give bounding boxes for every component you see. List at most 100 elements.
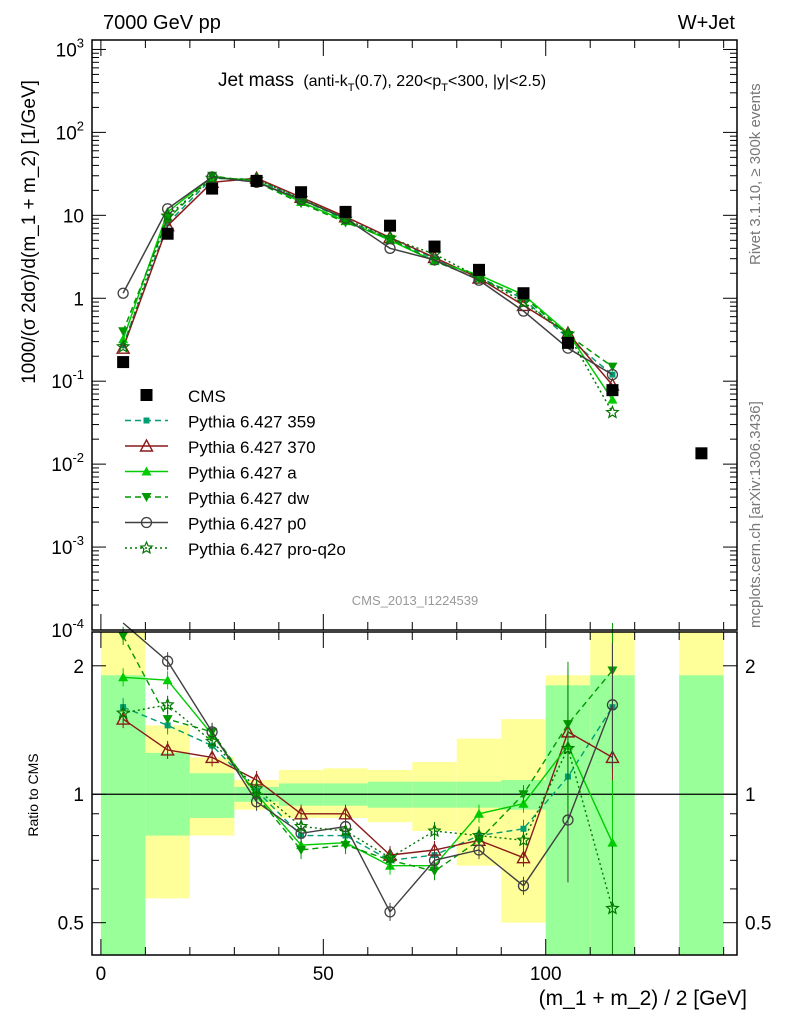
- ratio-frame: [91, 631, 738, 956]
- y-tick-base: 10: [51, 372, 72, 393]
- title-detail-b: (0.7), 220<p: [355, 73, 442, 90]
- ratio-y-tick-label-right: 2: [745, 657, 756, 678]
- ratio-point: [606, 699, 619, 711]
- cms-data-point: [473, 263, 485, 276]
- legend-cms-marker: [140, 389, 153, 401]
- mcplots-label: mcplots.cern.ch [arXiv:1306.3436]: [747, 401, 764, 628]
- plot-frames: [91, 39, 738, 956]
- ratio-point: [293, 818, 309, 833]
- title-main: Jet mass: [218, 70, 294, 91]
- ratio-series-line: [122, 704, 614, 909]
- y-tick-label: 10-1: [51, 367, 84, 393]
- ratio-point: [605, 900, 620, 915]
- main-plot-title: Jet mass (anti-kT(0.7), 220<pT<300, |y|<…: [218, 70, 546, 94]
- ratio-y-tick-label-left: 2: [73, 657, 84, 678]
- ratio-point: [118, 631, 129, 641]
- legend-marker: [139, 540, 154, 555]
- main-point: [384, 242, 396, 254]
- ratio-point: [160, 697, 175, 712]
- legend-marker: [143, 417, 150, 424]
- ratio-point: [249, 781, 264, 795]
- cms-data-point: [250, 174, 263, 187]
- y-tick-exponent: 3: [77, 35, 84, 50]
- x-axis-label: (m_1 + m_2) / 2 [GeV]: [539, 987, 747, 1010]
- cms-data-point: [695, 447, 708, 460]
- cms-data-point: [517, 287, 530, 300]
- cms-data-point: [384, 219, 397, 232]
- cms-data-point: [117, 356, 130, 369]
- legend-label: Pythia 6.427 p0: [188, 515, 306, 534]
- y-tick-base: 10: [51, 538, 72, 559]
- ratio-point: [118, 672, 129, 682]
- ratio-series-line: [122, 622, 614, 914]
- legend-marker: [141, 493, 152, 502]
- cms-data-point: [606, 384, 619, 397]
- ratio-point: [518, 790, 529, 800]
- main-series-line: [122, 177, 614, 413]
- y-tick-label: 102: [56, 118, 84, 144]
- ratio-point: [384, 906, 396, 918]
- x-tick-label: 100: [530, 964, 562, 985]
- ratio-point: [516, 850, 531, 864]
- main-point: [516, 294, 531, 309]
- ratio-point: [560, 740, 576, 755]
- cms-data-point: [428, 240, 441, 253]
- ratio-point: [516, 832, 531, 847]
- y-tick-label: 103: [56, 35, 84, 61]
- main-point: [605, 404, 620, 419]
- main-series-line: [122, 177, 613, 376]
- y-tick-exponent: -1: [72, 367, 84, 382]
- main-point: [609, 371, 616, 378]
- y-tick-label: 1: [73, 289, 84, 310]
- main-frame: [91, 39, 738, 631]
- y-tick-label: 10: [63, 206, 84, 227]
- ratio-y-tick-label-right: 1: [745, 785, 756, 806]
- legend: CMS Pythia 6.427 359 Pythia 6.427 370 Pythi…: [125, 387, 346, 559]
- ratio-point: [427, 823, 442, 838]
- y-tick-base: 10: [56, 40, 77, 61]
- main-series-group: [115, 170, 708, 460]
- header-process-label: W+Jet: [678, 12, 736, 34]
- title-detail-b-sub: T: [441, 82, 448, 94]
- main-point: [428, 254, 441, 266]
- y-tick-base: 10: [51, 455, 72, 476]
- ratio-series-line: [123, 676, 614, 867]
- y-tick-exponent: -4: [72, 616, 84, 631]
- cms-data-point: [295, 186, 308, 199]
- main-point: [118, 327, 129, 337]
- y-tick-exponent: -3: [72, 533, 84, 548]
- ratio-y-tick-label-right: 0.5: [745, 914, 771, 935]
- main-point: [606, 368, 619, 381]
- title-detail-a: (anti-k: [303, 73, 348, 90]
- ratio-point: [115, 711, 131, 725]
- ratio-series-line: [122, 718, 613, 859]
- ratio-y-axis-label: Ratio to CMS: [25, 753, 41, 836]
- ratio-point: [162, 675, 173, 685]
- ratio-point: [428, 854, 441, 866]
- uncertainty-band-inner: [679, 675, 724, 955]
- main-point: [117, 287, 129, 299]
- ratio-point: [517, 880, 530, 892]
- main-y-axis-label: 1000/(σ 2dσ)/d(m_1 + m_2) [1/GeV]: [19, 80, 40, 384]
- y-tick-exponent: 2: [77, 118, 84, 133]
- y-tick-base: 10: [51, 621, 72, 642]
- ratio-point: [562, 814, 574, 826]
- ratio-point: [115, 705, 131, 720]
- ratio-uncertainty-bands: [92, 632, 737, 955]
- ratio-y-tick-label-left: 0.5: [58, 914, 84, 935]
- uncertainty-band-inner: [189, 773, 235, 818]
- x-tick-label: 50: [313, 964, 334, 985]
- title-detail-a-sub: T: [348, 82, 355, 94]
- main-point: [385, 234, 396, 244]
- legend-label: Pythia 6.427 dw: [188, 489, 310, 508]
- ratio-point: [382, 850, 398, 864]
- main-series-line: [122, 176, 613, 376]
- ratio-point: [160, 742, 175, 756]
- ratio-point: [473, 844, 485, 856]
- legend-marker: [140, 516, 153, 529]
- ratio-point: [607, 837, 618, 847]
- ratio-series-line: [122, 706, 613, 862]
- ratio-point: [429, 867, 440, 877]
